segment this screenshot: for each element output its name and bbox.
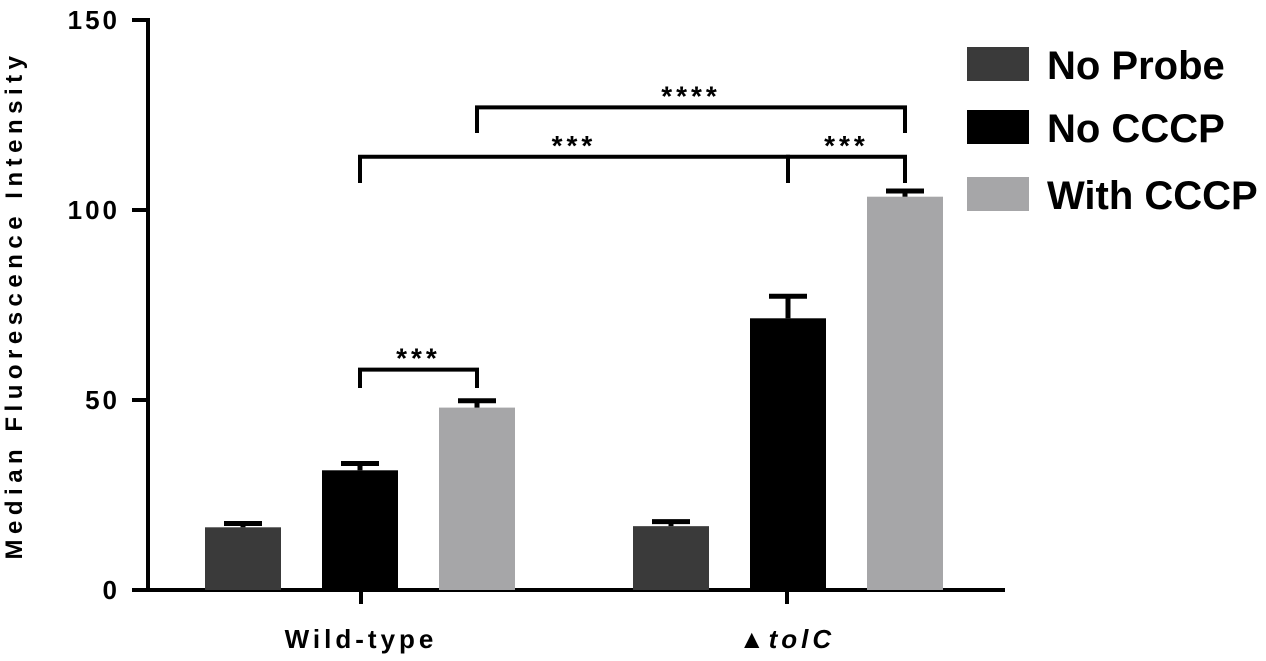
legend-swatch	[967, 177, 1029, 211]
significance-label: ****	[661, 80, 721, 111]
legend-item: No CCCP	[967, 107, 1225, 151]
bars	[205, 188, 943, 590]
legend-item: With CCCP	[967, 174, 1258, 218]
bar	[867, 196, 943, 590]
category-label: tolC	[769, 624, 836, 654]
bar	[439, 407, 515, 590]
significance-label: ***	[552, 130, 597, 161]
significance-bracket: ***	[786, 130, 907, 183]
bar	[750, 318, 826, 590]
x-tick-label: ▲tolC	[739, 624, 835, 654]
bracket-line	[475, 105, 907, 133]
legend-label: No CCCP	[1047, 107, 1225, 151]
bar	[633, 526, 709, 590]
y-tick-label: 150	[68, 5, 120, 35]
delta-prefix: ▲	[739, 624, 769, 654]
legend-item: No Probe	[967, 44, 1225, 88]
bracket-line	[786, 154, 907, 183]
significance-bracket: ****	[475, 80, 907, 133]
significance-label: ***	[396, 343, 441, 374]
significance-brackets: ****** *******	[358, 80, 907, 388]
significance-bracket: ***	[358, 343, 479, 388]
bar	[322, 470, 398, 590]
legend-label: With CCCP	[1047, 174, 1258, 218]
significance-bracket: ***	[358, 130, 790, 183]
x-tick-label: Wild-type	[285, 624, 438, 654]
legend-label: No Probe	[1047, 44, 1225, 88]
legend-swatch	[967, 47, 1029, 81]
axes: 0 50 100 150 Median Fluorescence Intensity Wi…	[1, 5, 1005, 654]
bar	[205, 527, 281, 590]
y-tick-label: 50	[85, 385, 120, 415]
y-tick-label: 0	[103, 575, 120, 605]
y-tick-label: 100	[68, 195, 120, 225]
legend-swatch	[967, 110, 1029, 144]
y-axis-label: Median Fluorescence Intensity	[1, 51, 28, 560]
legend: No Probe No CCCP With CCCP	[967, 44, 1258, 218]
bracket-line	[358, 367, 479, 388]
significance-label: ***	[824, 130, 869, 161]
